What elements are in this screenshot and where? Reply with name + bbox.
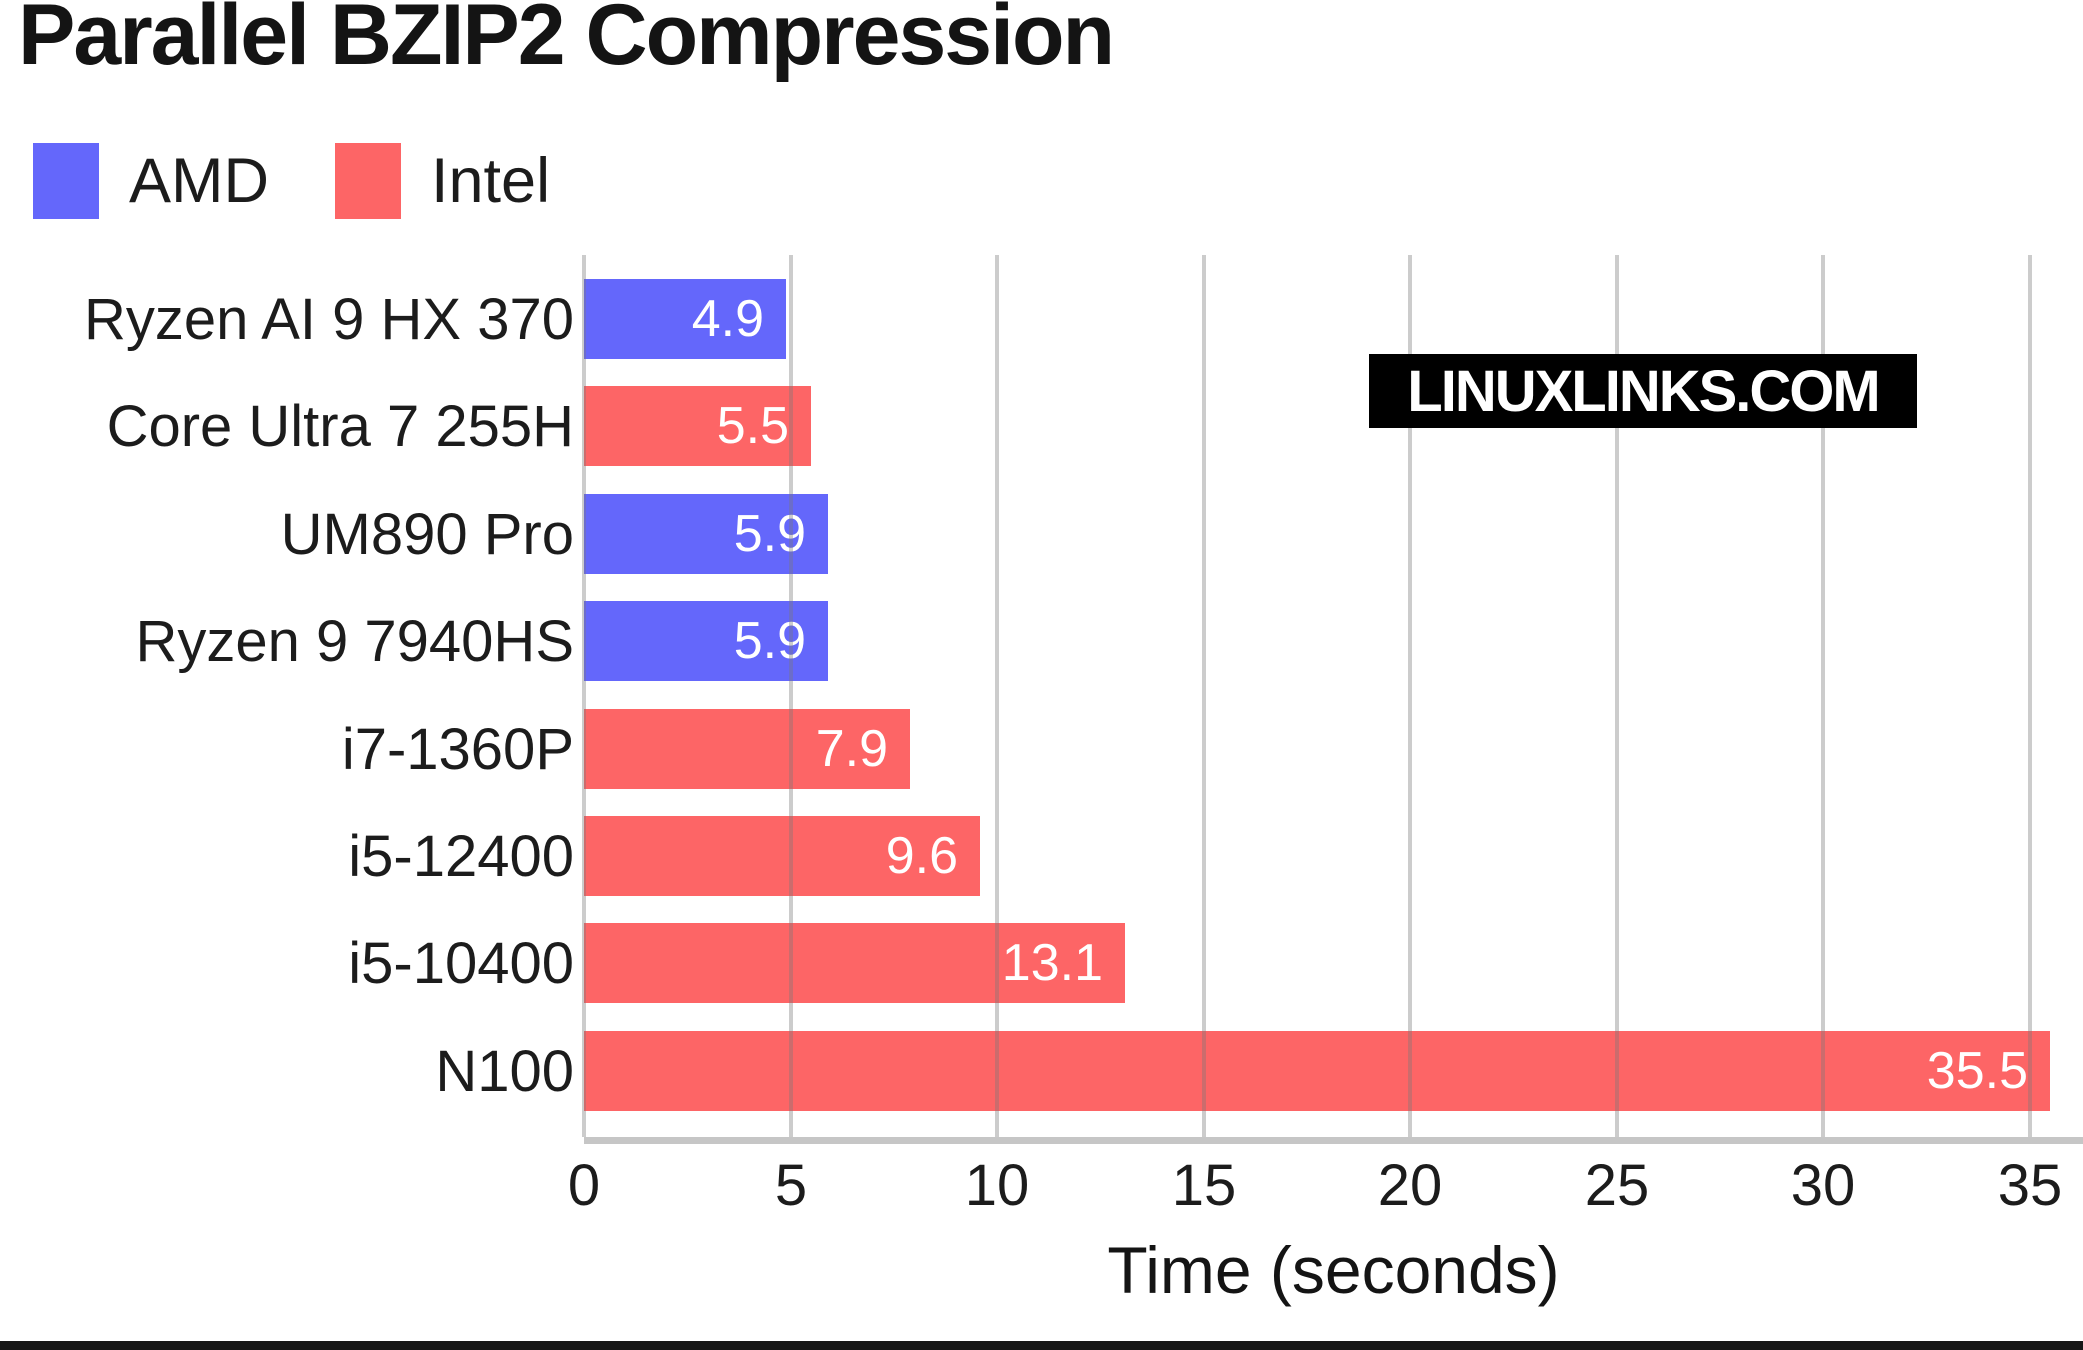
bar-row: i5-12400 9.6: [0, 816, 2083, 896]
legend-label-intel: Intel: [431, 145, 551, 216]
bar-value-label: 35.5: [1926, 1042, 2028, 1100]
bar-value-label: 13.1: [1001, 934, 1103, 992]
gridline-x-20: [1408, 255, 1412, 1137]
bar-row: Core Ultra 7 255H 5.5: [0, 386, 2083, 466]
legend-item-amd: AMD: [33, 143, 269, 219]
gridline-x-0: [582, 255, 586, 1137]
bar-i7-1360p: 7.9: [584, 709, 910, 789]
legend-item-intel: Intel: [335, 143, 550, 219]
legend-label-amd: AMD: [129, 145, 269, 216]
gridline-x-30: [1821, 255, 1825, 1137]
bar-ryzen-9-7940hs: 5.9: [584, 601, 828, 681]
bar-value-label: 5.9: [733, 505, 806, 563]
bar-value-label: 7.9: [815, 720, 888, 778]
category-label: Ryzen 9 7940HS: [135, 608, 574, 674]
bar-n100: 35.5: [584, 1031, 2050, 1111]
bar-row: UM890 Pro 5.9: [0, 494, 2083, 574]
x-axis-line: [584, 1137, 2083, 1144]
bar-i5-12400: 9.6: [584, 816, 980, 896]
x-tick-label: 20: [1377, 1153, 1443, 1218]
category-label: i5-12400: [348, 823, 574, 889]
chart-title: Parallel BZIP2 Compression: [18, 0, 1115, 83]
category-label: N100: [435, 1038, 574, 1104]
gridline-x-35: [2028, 255, 2032, 1137]
bar-core-ultra-7-255h: 5.5: [584, 386, 811, 466]
x-tick-label: 25: [1584, 1153, 1650, 1218]
category-label: UM890 Pro: [280, 501, 574, 567]
bar-value-label: 5.9: [733, 612, 806, 670]
gridline-x-25: [1615, 255, 1619, 1137]
gridline-x-10: [995, 255, 999, 1137]
bar-value-label: 4.9: [691, 290, 764, 348]
gridline-x-15: [1202, 255, 1206, 1137]
x-tick-label: 5: [774, 1153, 808, 1218]
bar-i5-10400: 13.1: [584, 923, 1125, 1003]
x-tick-label: 30: [1790, 1153, 1856, 1218]
bar-um890-pro: 5.9: [584, 494, 828, 574]
legend: AMD Intel: [33, 143, 550, 219]
watermark-badge: LINUXLINKS.COM: [1369, 354, 1917, 428]
x-tick-label: 35: [1997, 1153, 2063, 1218]
bottom-border-strip: [0, 1341, 2083, 1350]
bar-row: Ryzen 9 7940HS 5.9: [0, 601, 2083, 681]
bar-row: Ryzen AI 9 HX 370 4.9: [0, 279, 2083, 359]
bar-value-label: 5.5: [716, 397, 789, 455]
x-tick-label: 10: [964, 1153, 1030, 1218]
bar-row: i5-10400 13.1: [0, 923, 2083, 1003]
bar-value-label: 9.6: [885, 827, 958, 885]
x-tick-label: 0: [567, 1153, 601, 1218]
category-label: i5-10400: [348, 930, 574, 996]
bar-ryzen-ai-9-hx-370: 4.9: [584, 279, 786, 359]
intel-color-swatch: [335, 143, 401, 219]
category-label: Core Ultra 7 255H: [106, 393, 574, 459]
gridline-x-5: [789, 255, 793, 1137]
amd-color-swatch: [33, 143, 99, 219]
bar-row: i7-1360P 7.9: [0, 709, 2083, 789]
x-tick-label: 15: [1171, 1153, 1237, 1218]
x-axis-title: Time (seconds): [1107, 1233, 1560, 1307]
category-label: i7-1360P: [341, 716, 574, 782]
bar-row: N100 35.5: [0, 1031, 2083, 1111]
category-label: Ryzen AI 9 HX 370: [83, 286, 574, 352]
